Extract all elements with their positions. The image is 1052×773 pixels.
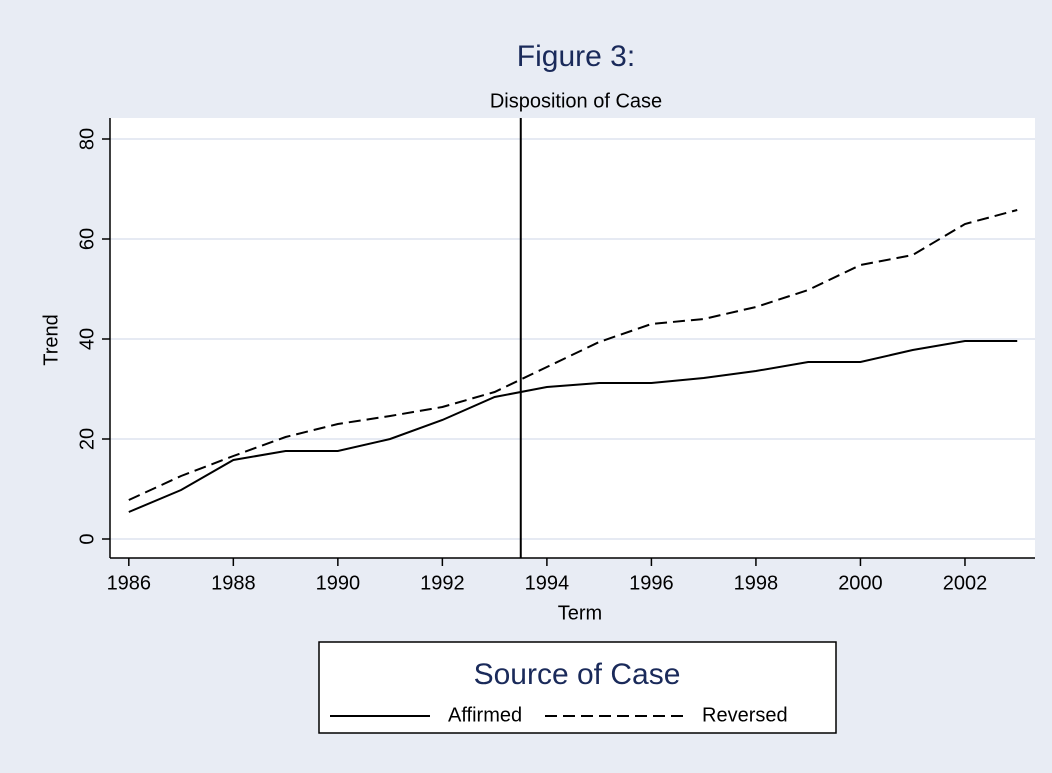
y-axis-label: Trend xyxy=(40,314,62,366)
y-tick-label: 0 xyxy=(76,533,98,544)
x-tick-label: 1988 xyxy=(211,572,256,594)
x-tick-label: 1992 xyxy=(420,572,465,594)
x-tick-label: 1990 xyxy=(316,572,361,594)
legend-label: Affirmed xyxy=(448,704,522,726)
y-tick-label: 40 xyxy=(76,328,98,350)
y-tick-label: 60 xyxy=(76,228,98,250)
chart-subtitle: Disposition of Case xyxy=(490,90,662,112)
x-tick-label: 1996 xyxy=(629,572,674,594)
legend-label: Reversed xyxy=(702,704,788,726)
series-line xyxy=(128,209,1018,501)
series-line xyxy=(128,340,1018,513)
x-tick-label: 1994 xyxy=(525,572,570,594)
x-axis-label: Term xyxy=(558,602,602,624)
chart-title: Figure 3: xyxy=(517,40,635,73)
legend-title: Source of Case xyxy=(474,658,681,691)
x-tick-label: 2000 xyxy=(838,572,883,594)
x-tick-label: 1986 xyxy=(107,572,152,594)
legend-box xyxy=(318,641,837,734)
y-tick-label: 80 xyxy=(76,128,98,150)
x-tick-label: 1998 xyxy=(734,572,779,594)
x-tick-label: 2002 xyxy=(943,572,988,594)
y-tick-label: 20 xyxy=(76,428,98,450)
plot-area xyxy=(110,118,1035,558)
